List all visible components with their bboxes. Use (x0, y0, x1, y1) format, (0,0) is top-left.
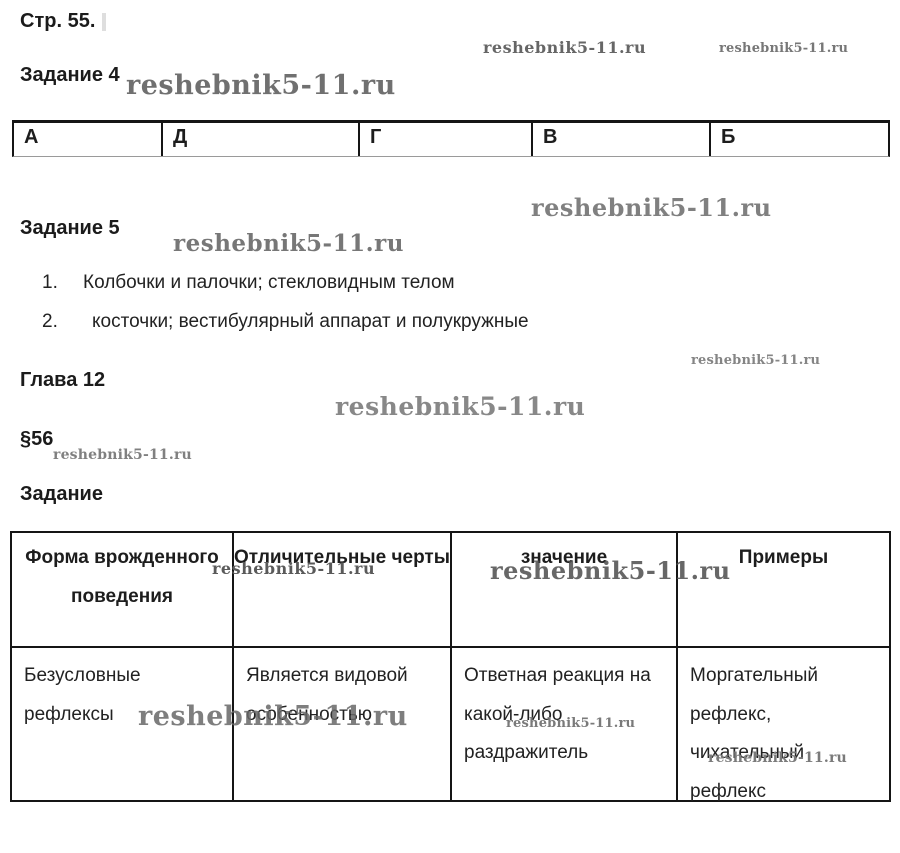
answer-cell: Д (163, 123, 360, 156)
answer-cell: А (14, 123, 163, 156)
answer-cell: Б (721, 126, 736, 148)
watermark: reshebnik5-11.ru (691, 353, 821, 368)
watermark: reshebnik5-11.ru (719, 41, 849, 56)
table-header-cell: Отличительные черты (234, 533, 452, 648)
watermark: reshebnik5-11.ru (173, 230, 404, 257)
table-cell: Моргательный рефлекс, чихательный рефлек… (690, 665, 819, 802)
list-item-text: косточки; вестибулярный аппарат и полукр… (92, 311, 529, 332)
watermark: reshebnik5-11.ru (490, 556, 731, 585)
watermark: reshebnik5-11.ru (708, 750, 847, 766)
watermark: reshebnik5-11.ru (212, 559, 376, 578)
table-header-cell: значение (452, 533, 678, 648)
watermark: reshebnik5-11.ru (335, 392, 586, 421)
answer-cell: В (533, 123, 711, 156)
watermark: reshebnik5-11.ru (506, 716, 636, 731)
list-item-text: Колбочки и палочки; стекловидным телом (83, 272, 455, 293)
watermark: reshebnik5-11.ru (531, 193, 772, 222)
list-item-number: 1. (42, 272, 58, 293)
watermark: reshebnik5-11.ru (483, 38, 647, 57)
list-item: 1. Колбочки и палочки; стекловидным тело… (42, 272, 455, 294)
page-number-heading: Стр. 55. (20, 10, 96, 32)
task4-heading: Задание 4 (20, 64, 120, 86)
table-cell: Ответная реакция на какой-либо раздражит… (452, 648, 678, 800)
table-header-cell: Форма врожденного поведения (12, 533, 234, 648)
table-cell: Является видовой особенностью (234, 648, 452, 800)
reflexes-table: Форма врожденного поведения Отличительны… (10, 531, 891, 802)
table-header-cell: Примеры (678, 533, 889, 648)
watermark: reshebnik5-11.ru (126, 70, 396, 101)
answer-cell: Г (360, 123, 533, 156)
scan-artifact (102, 13, 106, 31)
list-item: 2. косточки; вестибулярный аппарат и пол… (42, 311, 529, 333)
chapter-heading: Глава 12 (20, 369, 106, 391)
task-heading: Задание (20, 483, 103, 505)
watermark: reshebnik5-11.ru (138, 701, 408, 732)
paragraph-heading: §56 (20, 428, 54, 450)
watermark: reshebnik5-11.ru (53, 447, 192, 463)
list-item-number: 2. (42, 311, 58, 332)
task5-heading: Задание 5 (20, 217, 120, 239)
answers-table: А Д Г В Б (12, 120, 890, 157)
table-cell: Безусловные рефлексы (12, 648, 234, 800)
